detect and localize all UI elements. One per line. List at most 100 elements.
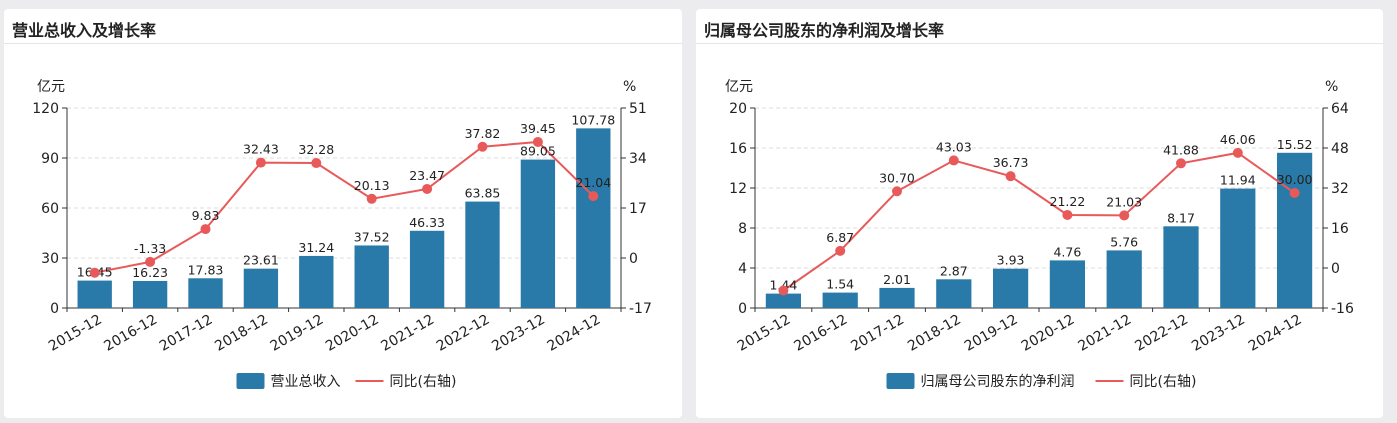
right-tick-label: 0: [1331, 261, 1340, 277]
growth-value-label: 43.03: [936, 139, 972, 154]
bar: [520, 159, 556, 308]
left-tick-label: 12: [729, 181, 747, 197]
x-tick-label: 2017-12: [848, 312, 907, 355]
x-tick-label: 2018-12: [905, 312, 964, 355]
bar-value-label: 11.94: [1220, 173, 1256, 188]
x-tick-label: 2023-12: [1189, 312, 1248, 355]
growth-point: [1232, 147, 1243, 158]
growth-point: [477, 141, 488, 152]
growth-value-label: 32.28: [298, 142, 334, 157]
growth-value-label: 32.43: [243, 142, 279, 157]
legend-line-label: 同比(右轴): [390, 374, 457, 390]
left-tick-label: 8: [738, 221, 747, 237]
chart-title: 归属母公司股东的净利润及增长率: [704, 21, 945, 40]
growth-value-label: 39.45: [520, 121, 556, 136]
growth-value-label: 21.03: [1106, 194, 1142, 209]
growth-value-label: 23.47: [409, 168, 445, 183]
x-tick-label: 2019-12: [268, 312, 327, 355]
bar: [77, 280, 112, 308]
right-tick-label: 48: [1331, 141, 1349, 157]
bar: [409, 230, 445, 308]
bar-value-label: 16.23: [132, 265, 168, 280]
bar: [992, 268, 1029, 308]
growth-value-label: 30.70: [879, 170, 915, 185]
right-tick-label: -17: [629, 301, 652, 317]
growth-point: [89, 267, 100, 278]
x-tick-label: 2016-12: [101, 312, 160, 355]
x-tick-label: 2017-12: [157, 312, 216, 355]
bar: [243, 268, 279, 308]
growth-value-label: 21.04: [575, 175, 611, 190]
bar-value-label: 107.78: [571, 112, 615, 127]
right-tick-label: 34: [629, 151, 647, 167]
x-tick-label: 2020-12: [323, 312, 382, 355]
right-tick-label: 16: [1331, 221, 1349, 237]
growth-point: [948, 155, 959, 166]
legend-bar-swatch: [236, 373, 265, 389]
growth-point: [311, 158, 322, 169]
bar: [188, 278, 223, 308]
x-tick-label: 2018-12: [212, 312, 271, 355]
bar-value-label: 31.24: [298, 240, 334, 255]
bar: [1220, 188, 1256, 308]
x-tick-label: 2024-12: [545, 312, 604, 355]
bar-value-label: 1.54: [826, 277, 854, 292]
left-tick-label: 4: [738, 261, 747, 277]
left-tick-label: 0: [50, 301, 59, 317]
growth-line: [782, 151, 1296, 292]
left-tick-label: 30: [41, 251, 59, 267]
x-tick-label: 2022-12: [1132, 312, 1191, 355]
growth-point: [1176, 158, 1186, 169]
right-axis-unit: %: [623, 79, 636, 95]
growth-point: [1119, 210, 1130, 221]
right-tick-label: 0: [629, 251, 638, 267]
bar: [132, 280, 168, 308]
growth-value-label: 36.73: [993, 155, 1029, 170]
title-divider: [696, 43, 1383, 44]
bar-value-label: 37.52: [354, 229, 390, 244]
right-tick-label: -16: [1331, 301, 1354, 317]
left-axis-unit: 亿元: [725, 79, 753, 95]
left-tick-label: 0: [738, 301, 747, 317]
legend-bar-swatch: [886, 373, 915, 389]
bar: [576, 128, 611, 308]
x-tick-label: 2023-12: [489, 312, 548, 355]
bar: [299, 255, 334, 308]
legend-line-label: 同比(右轴): [1130, 374, 1197, 390]
growth-value-label: 41.88: [1163, 142, 1199, 157]
bar-value-label: 46.33: [409, 215, 445, 230]
growth-point: [588, 191, 599, 202]
x-tick-label: 2020-12: [1019, 312, 1078, 355]
bar-value-label: 15.52: [1277, 137, 1313, 152]
x-tick-label: 2019-12: [962, 312, 1021, 355]
left-tick-label: 120: [32, 101, 59, 117]
x-tick-label: 2021-12: [378, 312, 437, 355]
growth-line: [94, 140, 594, 274]
growth-value-label: 30.00: [1277, 172, 1313, 187]
growth-point: [892, 186, 902, 197]
x-tick-label: 2015-12: [735, 312, 794, 355]
bar: [354, 245, 389, 308]
x-tick-label: 2022-12: [434, 312, 493, 355]
growth-point: [1289, 188, 1300, 198]
growth-point: [1005, 171, 1016, 182]
right-tick-label: 51: [629, 101, 647, 117]
bar: [465, 201, 500, 308]
bar-value-label: 63.85: [465, 186, 501, 201]
bar: [1163, 226, 1199, 308]
right-tick-label: 32: [1331, 181, 1349, 197]
right-tick-label: 17: [629, 201, 647, 217]
bar: [822, 292, 858, 308]
left-tick-label: 60: [41, 201, 59, 217]
scrollbar-track[interactable]: [1383, 0, 1397, 423]
x-tick-label: 2021-12: [1076, 312, 1135, 355]
growth-value-label: 9.83: [192, 208, 220, 223]
bar-value-label: 2.01: [883, 272, 911, 287]
growth-point: [145, 256, 156, 267]
bar: [1276, 152, 1313, 308]
title-divider: [4, 43, 682, 44]
growth-value-label: 20.13: [354, 178, 390, 193]
revenue-chart-panel: 营业总收入及增长率 0 30 60 90 120 -17 0 17 34 51 亿元% 2015-12…: [4, 9, 682, 418]
bar-value-label: 8.17: [1167, 210, 1195, 225]
